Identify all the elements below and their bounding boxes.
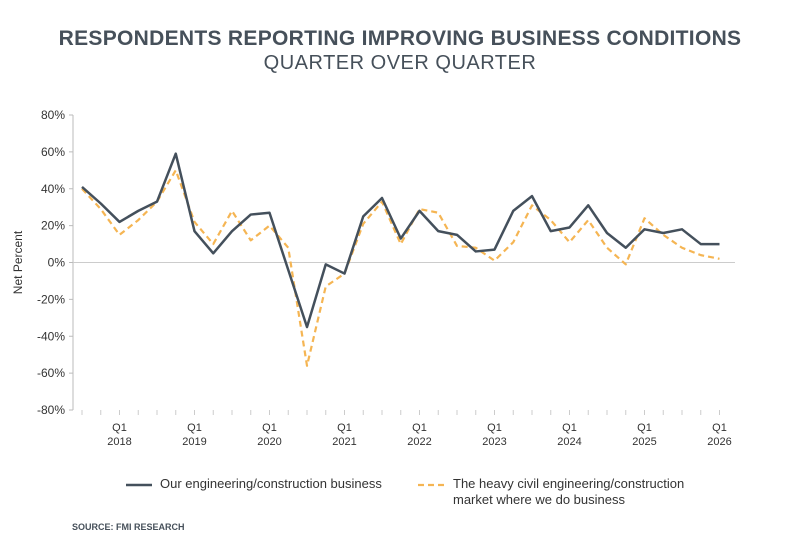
y-tick-label: -20% [37, 292, 65, 306]
x-tick-label-year: 2021 [332, 436, 356, 448]
x-tick-label-quarter: Q1 [487, 422, 502, 434]
y-tick-label: -80% [37, 403, 65, 417]
x-tick-label-year: 2024 [557, 436, 581, 448]
x-tick-label-year: 2025 [632, 436, 656, 448]
series-line-2 [81, 169, 720, 367]
legend-label-line-1: The heavy civil engineering/construction [453, 476, 685, 491]
x-tick-label-quarter: Q1 [562, 422, 577, 434]
x-tick-label-year: 2026 [707, 436, 731, 448]
chart-subtitle: QUARTER OVER QUARTER [263, 52, 537, 74]
y-tick-label: 40% [41, 182, 65, 196]
x-tick-label-quarter: Q1 [412, 422, 427, 434]
y-tick-label: -60% [37, 366, 65, 380]
legend-item-series-2: The heavy civil engineering/construction… [453, 476, 684, 508]
x-tick-label-quarter: Q1 [187, 422, 202, 434]
y-tick-label: 60% [41, 145, 65, 159]
y-tick-label: 0% [48, 256, 66, 270]
y-tick-label: 80% [41, 108, 65, 122]
legend-label-line-2: market where we do business [453, 492, 625, 507]
x-tick-label-quarter: Q1 [712, 422, 727, 434]
x-tick-label-quarter: Q1 [637, 422, 652, 434]
x-tick-label-year: 2022 [407, 436, 431, 448]
x-tick-label-quarter: Q1 [262, 422, 277, 434]
y-axis-label: Net Percent [11, 230, 25, 294]
series-line-1 [81, 152, 720, 329]
source-note: SOURCE: FMI RESEARCH [72, 522, 185, 532]
x-tick-label-year: 2020 [257, 436, 281, 448]
legend-item-series-1: Our engineering/construction business [160, 476, 382, 491]
x-tick-label-quarter: Q1 [337, 422, 352, 434]
x-tick-label-year: 2018 [107, 436, 131, 448]
x-tick-label-quarter: Q1 [112, 422, 127, 434]
x-tick-label-year: 2019 [182, 436, 206, 448]
x-tick-label-year: 2023 [482, 436, 506, 448]
chart-title: RESPONDENTS REPORTING IMPROVING BUSINESS… [58, 27, 742, 50]
y-tick-label: -40% [37, 329, 65, 343]
y-tick-label: 20% [41, 219, 65, 233]
